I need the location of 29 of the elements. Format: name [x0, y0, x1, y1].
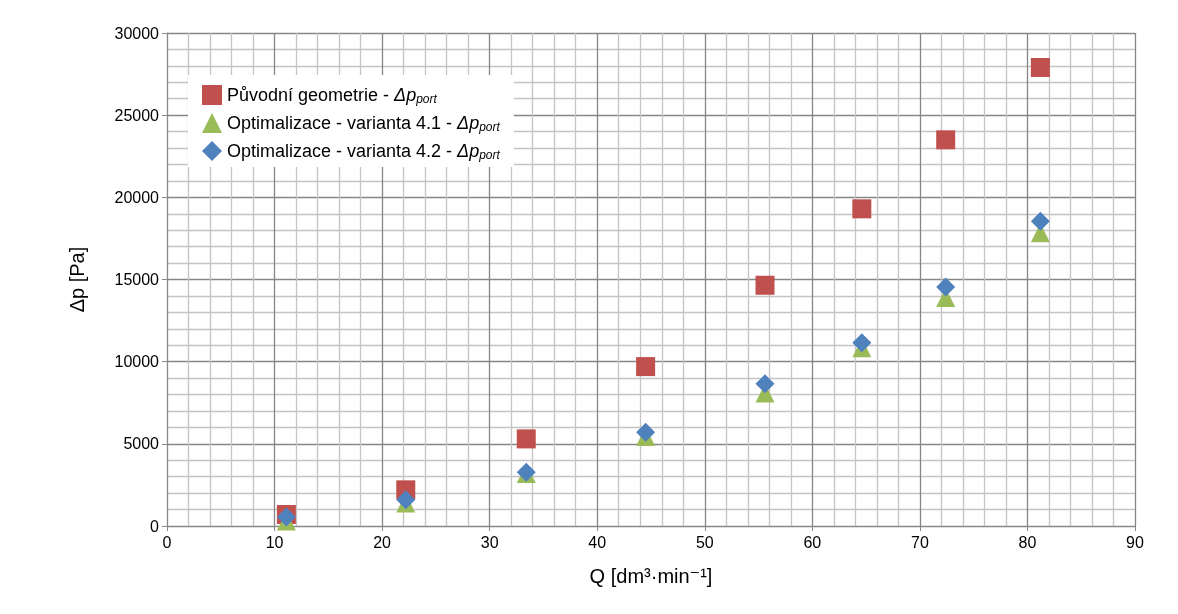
point — [1030, 58, 1050, 78]
y-tick-label: 15000 — [114, 271, 160, 288]
x-tick-label: 80 — [1018, 533, 1037, 551]
y-tick-label: 10000 — [114, 353, 160, 371]
x-tick-label: 90 — [1126, 533, 1144, 551]
point — [516, 429, 536, 449]
x-axis-title: Q [dm³·min⁻¹] — [589, 565, 713, 587]
y-tick-label: 25000 — [114, 106, 160, 124]
x-tick-label: 20 — [373, 533, 392, 551]
x-tick-label: 30 — [480, 533, 499, 551]
point — [852, 333, 872, 353]
x-tick-label: 10 — [265, 533, 284, 551]
y-tick-label: 30000 — [114, 24, 160, 42]
x-tick-label: 50 — [695, 533, 714, 551]
point — [936, 277, 956, 297]
x-tick-label: 0 — [162, 533, 172, 551]
y-tick-label: 20000 — [114, 188, 160, 206]
point — [755, 374, 775, 394]
x-tick-label: 60 — [803, 533, 822, 551]
point — [755, 275, 775, 295]
x-tick-label: 70 — [910, 533, 929, 551]
y-tick-label: 5000 — [123, 435, 160, 453]
point — [852, 199, 872, 219]
point — [936, 130, 956, 150]
point — [636, 357, 656, 377]
x-tick-label: 40 — [588, 533, 607, 551]
y-tick-label: 0 — [150, 517, 160, 535]
point — [1030, 211, 1050, 231]
y-axis-title: Δp [Pa] — [66, 246, 88, 313]
